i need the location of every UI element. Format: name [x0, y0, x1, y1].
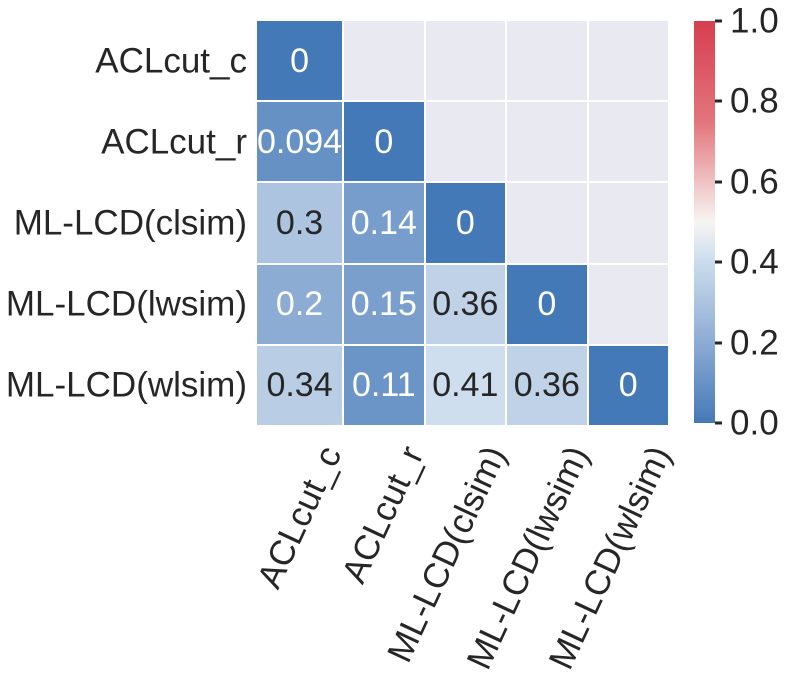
x-tick-label: ACLcut_r: [334, 440, 432, 589]
colorbar-tick-label: 0.8: [730, 81, 779, 121]
colorbar: 1.0 0.8 0.6 0.4 0.2 0.0: [694, 4, 779, 441]
heatmap-cell: 0.2: [257, 264, 343, 344]
colorbar-tick-label: 1.0: [730, 1, 779, 41]
heatmap-cell-masked: [425, 21, 506, 101]
colorbar-tick-mark: [715, 260, 722, 264]
heatmap-cell-masked: [588, 183, 668, 263]
colorbar-tick-mark: [715, 19, 722, 23]
cell-value: 0.36: [432, 285, 499, 324]
heatmap-cell: 0.11: [344, 345, 424, 425]
cell-value: 0: [290, 41, 309, 80]
y-tick-label: ACLcut_r: [101, 122, 247, 162]
cell-value: 0.3: [275, 203, 324, 242]
heatmap-cell-masked: [588, 264, 668, 344]
heatmap-cell: 0.094: [257, 102, 343, 182]
heatmap-cell: 0: [588, 345, 668, 425]
colorbar-tick-mark: [715, 99, 722, 103]
heatmap-grid: 0 0.094 0 0.3 0.14 0 0.2 0.15 0.36 0 0.34 0.11 0.41 0…: [257, 21, 668, 425]
heatmap-cell: 0: [507, 264, 587, 344]
heatmap-cell-masked: [507, 183, 587, 263]
heatmap-cell-masked: [507, 21, 587, 101]
cell-value: 0: [537, 285, 557, 324]
cell-value: 0.15: [350, 285, 417, 324]
y-tick-label: ML-LCD(wlsim): [5, 365, 247, 405]
cell-value: 0.11: [352, 366, 416, 405]
colorbar-tick-mark: [715, 341, 722, 345]
heatmap-cell: 0.14: [344, 183, 424, 263]
heatmap-cell: 0: [425, 183, 506, 263]
colorbar-gradient: [694, 21, 715, 423]
heatmap-cell-masked: [588, 102, 668, 182]
colorbar-tick-mark: [715, 180, 722, 184]
cell-value: 0: [618, 366, 638, 405]
y-tick-label: ML-LCD(lwsim): [5, 284, 247, 324]
heatmap-cell: 0.36: [507, 345, 587, 425]
heatmap-cell-masked: [588, 21, 668, 101]
cell-value: 0.14: [350, 203, 417, 242]
heatmap-cell-masked: [425, 102, 506, 182]
heatmap-cell-masked: [344, 21, 424, 101]
x-tick-label: ACLcut_c: [250, 440, 350, 595]
cell-value: 0.36: [513, 366, 580, 405]
cell-value: 0.34: [266, 366, 333, 405]
heatmap-cell: 0.34: [257, 345, 343, 425]
heatmap-cell: 0.3: [257, 183, 343, 263]
heatmap-cell-masked: [507, 102, 587, 182]
cell-value: 0.2: [275, 285, 324, 324]
cell-value: 0: [374, 122, 394, 161]
colorbar-tick-label: 0.2: [730, 323, 779, 363]
heatmap-cell: 0.15: [344, 264, 424, 344]
colorbar-tick-label: 0.6: [730, 162, 779, 202]
y-tick-label: ML-LCD(clsim): [13, 203, 247, 243]
cell-value: 0.094: [257, 122, 343, 161]
heatmap-cell: 0.41: [425, 345, 506, 425]
colorbar-tick-label: 0.0: [730, 403, 779, 443]
colorbar-tick-label: 0.4: [730, 242, 779, 282]
cell-value: 0.41: [432, 366, 499, 405]
colorbar-tick-mark: [715, 421, 722, 425]
heatmap-cell: 0: [344, 102, 424, 182]
cell-value: 0: [455, 203, 475, 242]
heatmap-cell: 0.36: [425, 264, 506, 344]
y-tick-label: ACLcut_c: [95, 41, 247, 81]
heatmap-cell: 0: [257, 21, 343, 101]
